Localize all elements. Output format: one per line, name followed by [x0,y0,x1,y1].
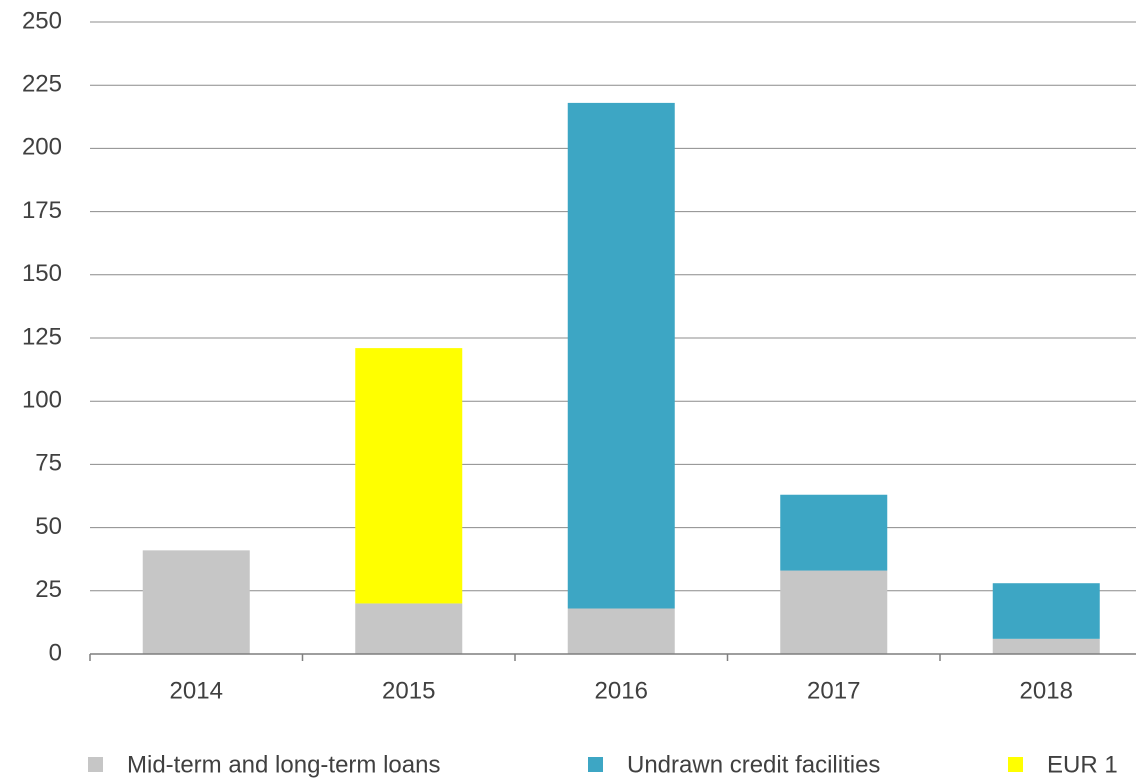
y-tick-label: 125 [22,323,62,350]
bar-segment [355,348,463,604]
legend-label: Mid-term and long-term loans [127,751,440,778]
y-tick-label: 100 [22,387,62,414]
bar-segment [992,638,1100,654]
y-tick-label: 225 [22,71,62,98]
x-tick-label: 2014 [170,677,223,704]
legend-label: EUR 1 [1047,751,1118,778]
legend-swatch [1008,757,1023,772]
bar-segment [355,603,463,654]
y-tick-label: 25 [35,576,62,603]
y-tick-label: 250 [22,7,62,34]
y-tick-label: 175 [22,197,62,224]
y-tick-label: 200 [22,134,62,161]
y-tick-label: 50 [35,513,62,540]
legend-swatch [88,757,103,772]
bar-segment [142,550,250,654]
bar-segment [992,583,1100,639]
bar-segment [567,608,675,654]
y-tick-label: 150 [22,260,62,287]
bar-segment [780,494,888,571]
x-tick-label: 2016 [595,677,648,704]
x-tick-label: 2015 [382,677,435,704]
y-tick-label: 0 [49,639,62,666]
y-tick-label: 75 [35,450,62,477]
bar-segment [780,570,888,654]
bar-segment [567,102,675,609]
legend-swatch [588,757,603,772]
x-tick-label: 2018 [1020,677,1073,704]
legend-label: Undrawn credit facilities [627,751,880,778]
x-tick-label: 2017 [807,677,860,704]
